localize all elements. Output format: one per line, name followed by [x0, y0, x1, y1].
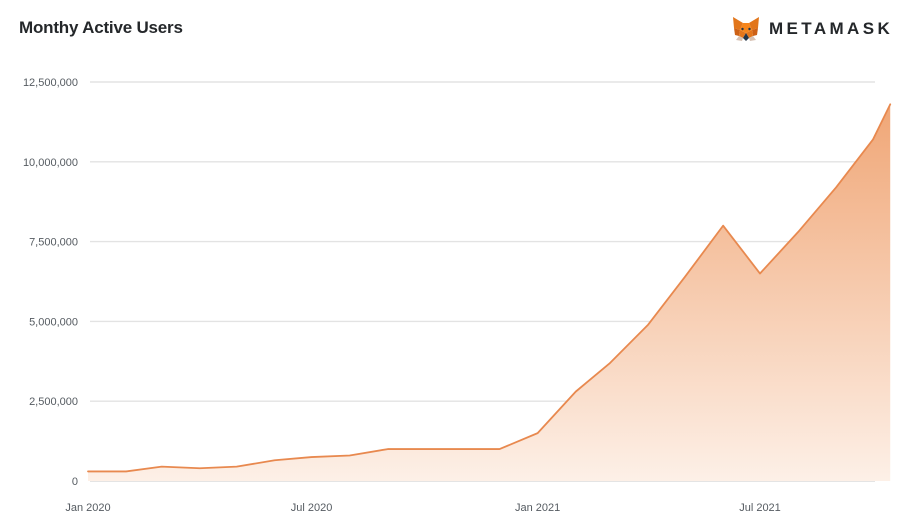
y-tick-label: 7,500,000	[29, 237, 78, 249]
y-tick-label: 5,000,000	[29, 316, 78, 328]
metamask-fox-icon	[733, 17, 759, 41]
area-fill	[88, 104, 891, 482]
series-line	[87, 103, 892, 473]
data-point	[498, 447, 502, 451]
data-point	[198, 466, 202, 470]
data-point	[758, 272, 762, 276]
y-tick-label: 2,500,000	[29, 396, 78, 408]
data-point	[536, 431, 540, 435]
data-point	[721, 224, 725, 228]
y-tick-label: 0	[72, 476, 78, 488]
data-point	[461, 447, 465, 451]
x-tick-label: Jul 2021	[739, 502, 781, 514]
y-tick-label: 10,000,000	[23, 157, 78, 169]
data-point	[888, 102, 892, 106]
data-point	[834, 185, 838, 189]
data-point	[646, 323, 650, 327]
data-point	[124, 469, 128, 473]
data-point	[574, 390, 578, 394]
x-tick-label: Jan 2021	[515, 502, 560, 514]
data-point	[348, 453, 352, 457]
data-point	[608, 361, 612, 365]
axis-labels: 0 2,500,000 5,000,000 7,500,000 10,000,000 12…	[23, 77, 781, 514]
data-point	[273, 458, 277, 462]
brand-name: METAMASK	[769, 19, 894, 38]
x-tick-label: Jul 2020	[291, 502, 333, 514]
data-point	[386, 447, 390, 451]
y-tick-label: 12,500,000	[23, 77, 78, 89]
data-point	[871, 137, 875, 141]
chart-title: Monthy Active Users	[19, 18, 183, 37]
data-point	[160, 465, 164, 469]
data-point	[423, 447, 427, 451]
data-point	[796, 230, 800, 234]
data-point	[235, 465, 239, 469]
data-point	[310, 455, 314, 459]
brand-logo: METAMASK	[731, 14, 893, 44]
data-point	[683, 275, 687, 279]
data-point	[86, 469, 90, 473]
x-tick-label: Jan 2020	[65, 502, 110, 514]
area-layer	[86, 102, 892, 482]
